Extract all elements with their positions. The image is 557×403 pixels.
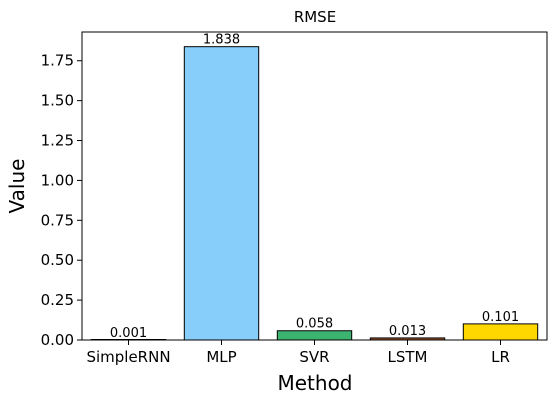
x-tick-label: SimpleRNN — [86, 348, 170, 366]
y-tick-label: 1.75 — [41, 52, 74, 70]
data-label-mlp: 1.838 — [203, 33, 240, 48]
x-tick-label: MLP — [206, 348, 236, 366]
data-label-simplernn: 0.001 — [110, 326, 147, 341]
y-tick-label: 0.00 — [41, 331, 74, 349]
chart-title: RMSE — [294, 8, 336, 26]
bar-mlp — [183, 46, 260, 341]
y-tick-label: 1.25 — [41, 132, 74, 150]
y-tick-label: 0.25 — [41, 291, 74, 309]
y-tick-label: 0.50 — [41, 251, 74, 269]
bar-lr — [462, 323, 539, 341]
plot-area: 0.001 1.838 0.058 0.013 0.101 — [90, 33, 539, 341]
data-label-lr: 0.101 — [482, 310, 519, 325]
y-axis: 0.00 0.25 0.50 0.75 1.00 1.25 1.50 1.75 — [41, 52, 82, 349]
y-tick-label: 0.75 — [41, 211, 74, 229]
x-tick-label: LR — [491, 348, 510, 366]
plot-frame — [81, 31, 548, 341]
x-axis: SimpleRNN MLP SVR LSTM LR — [86, 340, 510, 366]
y-tick-label: 1.50 — [41, 92, 74, 110]
y-axis-label: Value — [5, 159, 29, 214]
bar-svr — [276, 330, 353, 341]
data-label-svr: 0.058 — [296, 317, 333, 332]
x-axis-label: Method — [277, 371, 352, 395]
y-tick-label: 1.00 — [41, 171, 74, 189]
x-tick-label: SVR — [299, 348, 329, 366]
x-tick-label: LSTM — [388, 348, 428, 366]
data-label-lstm: 0.013 — [389, 324, 426, 339]
